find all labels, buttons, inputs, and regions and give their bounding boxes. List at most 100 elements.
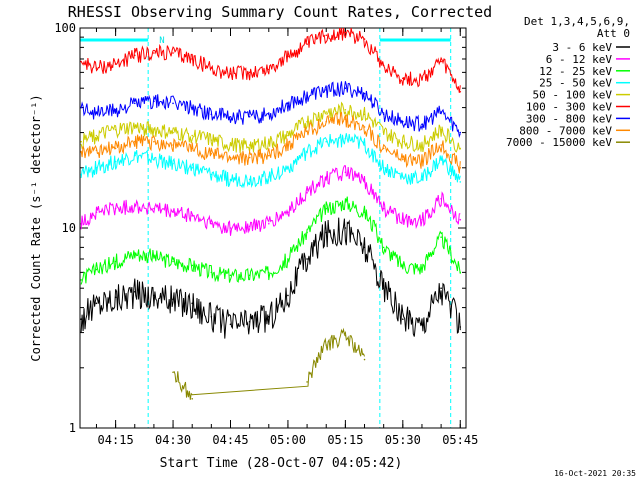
data-point: [344, 171, 347, 174]
data-point: [344, 108, 347, 111]
data-point: [248, 320, 251, 323]
data-point: [229, 73, 232, 75]
data-point: [363, 38, 366, 40]
data-point: [114, 128, 117, 131]
legend-label: 25 - 50 keV: [539, 77, 612, 90]
data-point: [306, 130, 308, 132]
data-point: [363, 246, 366, 249]
data-point: [459, 271, 462, 274]
data-point: [133, 54, 136, 57]
data-point: [287, 55, 289, 58]
data-point: [210, 315, 213, 318]
data-point: [287, 211, 289, 213]
data-point: [287, 166, 289, 169]
legend-header-line-1: Det 1,3,4,5,6,9,: [524, 15, 630, 28]
data-point: [306, 191, 308, 194]
data-point: [421, 79, 423, 81]
data-point: [306, 120, 308, 123]
data-point: [133, 204, 136, 207]
data-point: [172, 144, 174, 146]
data-point: [382, 207, 385, 210]
data-point: [363, 126, 366, 128]
data-point: [267, 222, 270, 225]
legend-label: 300 - 800 keV: [526, 112, 612, 125]
data-point: [344, 334, 347, 337]
data-point: [80, 279, 82, 281]
data-point: [191, 397, 194, 400]
data-point: [191, 58, 194, 60]
data-point: [210, 139, 213, 141]
legend-label: 12 - 25 keV: [539, 65, 612, 78]
data-point: [172, 371, 174, 374]
series-line: [80, 133, 461, 189]
legend-label: 6 - 12 keV: [546, 53, 613, 66]
data-point: [382, 166, 385, 169]
data-point: [229, 144, 232, 146]
data-point: [172, 102, 174, 105]
data-point: [210, 222, 213, 225]
series-300-800-keV: [80, 81, 462, 139]
data-point: [267, 176, 270, 178]
data-point: [421, 160, 423, 163]
data-point: [95, 149, 98, 151]
series-line: [80, 196, 461, 285]
series-line: [80, 111, 461, 174]
data-point: [287, 144, 289, 146]
data-point: [133, 126, 136, 128]
data-point: [287, 102, 289, 105]
x-tick-label: 05:30: [385, 433, 421, 447]
data-point: [153, 158, 155, 161]
data-point: [229, 156, 232, 159]
series-50-100-keV: [80, 101, 462, 153]
data-point: [133, 154, 136, 157]
data-point: [440, 197, 442, 200]
series-25-50-keV: [80, 133, 462, 189]
legend-label: 100 - 300 keV: [526, 101, 612, 114]
data-point: [191, 134, 194, 137]
data-point: [382, 246, 385, 249]
x-tick-label: 05:15: [327, 433, 363, 447]
y-tick-label: 10: [62, 221, 76, 235]
data-point: [172, 298, 174, 301]
series-6-12-keV: [80, 165, 462, 236]
series-line: [80, 81, 461, 139]
data-point: [440, 158, 442, 161]
data-point: [363, 92, 366, 95]
data-point: [440, 287, 442, 290]
series-3-6-keV: [80, 217, 462, 339]
data-point: [248, 144, 251, 146]
data-point: [80, 173, 82, 176]
data-point: [421, 178, 423, 181]
data-point: [248, 115, 251, 118]
x-tick-label: 04:15: [98, 433, 134, 447]
data-point: [267, 315, 270, 318]
data-point: [402, 158, 404, 161]
data-point: [191, 106, 194, 109]
data-point: [133, 252, 136, 254]
data-point: [440, 144, 442, 146]
data-point: [248, 274, 251, 277]
data-point: [191, 264, 194, 267]
data-point: [306, 151, 308, 153]
data-point: [248, 71, 251, 74]
data-point: [440, 111, 442, 113]
data-point: [459, 181, 462, 183]
data-point: [153, 52, 155, 54]
data-point: [80, 151, 82, 153]
data-point: [287, 294, 289, 297]
data-point: [402, 218, 404, 221]
data-point: [95, 111, 98, 113]
data-point: [172, 260, 174, 263]
data-point: [80, 318, 82, 320]
series-7000-15000-keV: [172, 327, 366, 400]
data-point: [382, 287, 385, 290]
data-point: [325, 120, 328, 123]
data-point: [325, 176, 328, 178]
series-line: [173, 327, 365, 400]
data-point: [133, 102, 136, 105]
x-axis-label: Start Time (28-Oct-07 04:05:42): [160, 456, 403, 471]
data-point: [210, 67, 213, 69]
data-point: [153, 207, 155, 210]
